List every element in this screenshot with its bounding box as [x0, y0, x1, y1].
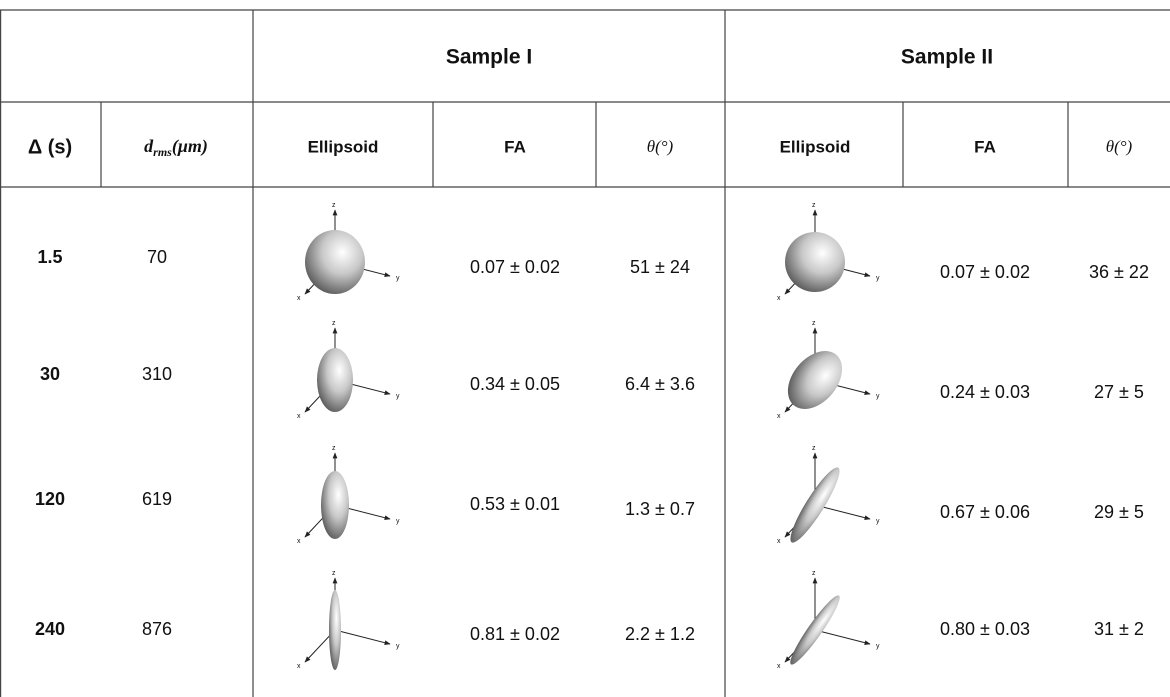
drms-cell: 619 — [142, 489, 172, 509]
drms-cell: 310 — [142, 364, 172, 384]
fa-cell: 0.34 ± 0.05 — [470, 374, 560, 394]
axis-label: x — [297, 663, 301, 670]
column-header: FA — [974, 137, 996, 156]
column-header: θ(°) — [647, 137, 674, 156]
axis-label: x — [777, 295, 781, 302]
ellipsoid-icon: z y x — [297, 320, 400, 420]
ellipsoid — [785, 232, 845, 292]
ellipsoid — [321, 471, 349, 539]
theta-cell: 2.2 ± 1.2 — [625, 624, 695, 644]
column-header: θ(°) — [1106, 137, 1133, 156]
axis-label: x — [297, 538, 301, 545]
table: Sample I Sample II Δ (s) drms(μm) Ellips… — [0, 0, 1170, 697]
axis-label: x — [777, 538, 781, 545]
ellipsoid-icon: z y x — [297, 445, 400, 545]
axis-label: y — [396, 275, 400, 282]
axis-label: x — [297, 295, 301, 302]
axis-label: y — [876, 393, 880, 400]
axis-label: y — [876, 518, 880, 525]
fa-cell: 0.53 ± 0.01 — [470, 494, 560, 514]
group-header: Sample II — [901, 46, 993, 69]
axis-label: y — [876, 643, 880, 650]
fa-cell: 0.07 ± 0.02 — [470, 257, 560, 277]
axis-label: z — [332, 202, 336, 209]
theta-cell: 27 ± 5 — [1094, 382, 1144, 402]
delta-cell: 1.5 — [37, 247, 62, 267]
drms-cell: 876 — [142, 619, 172, 639]
fa-cell: 0.80 ± 0.03 — [940, 619, 1030, 639]
group-header: Sample I — [446, 46, 532, 69]
axis-label: z — [812, 320, 816, 327]
delta-cell: 30 — [40, 364, 60, 384]
axis-label: z — [332, 320, 336, 327]
axis-label: z — [812, 570, 816, 577]
ellipsoid-icon: z y x — [297, 202, 400, 302]
theta-cell: 6.4 ± 3.6 — [625, 374, 695, 394]
column-header: Ellipsoid — [308, 137, 379, 156]
axis-label: x — [777, 663, 781, 670]
column-header: FA — [504, 137, 526, 156]
axis-label: y — [876, 275, 880, 282]
drms-cell: 70 — [147, 247, 167, 267]
axis-label: y — [396, 393, 400, 400]
ellipsoid — [317, 348, 353, 412]
column-header: drms(μm) — [144, 136, 208, 159]
fa-cell: 0.67 ± 0.06 — [940, 502, 1030, 522]
grid — [0, 10, 1170, 697]
axis — [335, 630, 390, 644]
ellipsoid-icon: z y x — [777, 445, 880, 547]
ellipsoid-icon: z y x — [777, 570, 880, 670]
theta-cell: 1.3 ± 0.7 — [625, 499, 695, 519]
column-header: Ellipsoid — [780, 137, 851, 156]
axis-label: z — [812, 445, 816, 452]
drms-unit: (μm) — [172, 136, 208, 157]
theta-cell: 51 ± 24 — [630, 257, 690, 277]
fa-cell: 0.07 ± 0.02 — [940, 262, 1030, 282]
column-header: Δ (s) — [28, 136, 72, 158]
delta-cell: 120 — [35, 489, 65, 509]
delta-cell: 240 — [35, 619, 65, 639]
axis-label: x — [777, 413, 781, 420]
theta-cell: 31 ± 2 — [1094, 619, 1144, 639]
ellipsoid-icon: z y x — [297, 570, 400, 670]
fa-cell: 0.81 ± 0.02 — [470, 624, 560, 644]
ellipsoid — [329, 590, 341, 670]
theta-cell: 29 ± 5 — [1094, 502, 1144, 522]
axis-label: z — [332, 570, 336, 577]
ellipsoid-icon: z y x — [777, 202, 880, 302]
axis-label: z — [812, 202, 816, 209]
theta-cell: 36 ± 22 — [1089, 262, 1149, 282]
drms-sub: rms — [153, 145, 172, 159]
fa-cell: 0.24 ± 0.03 — [940, 382, 1030, 402]
axis — [815, 630, 870, 644]
axis-label: y — [396, 518, 400, 525]
axis-label: x — [297, 413, 301, 420]
ellipsoid-icon: z y x — [777, 320, 880, 420]
axis-label: z — [332, 445, 336, 452]
ellipsoid — [305, 230, 365, 294]
axis-label: y — [396, 643, 400, 650]
